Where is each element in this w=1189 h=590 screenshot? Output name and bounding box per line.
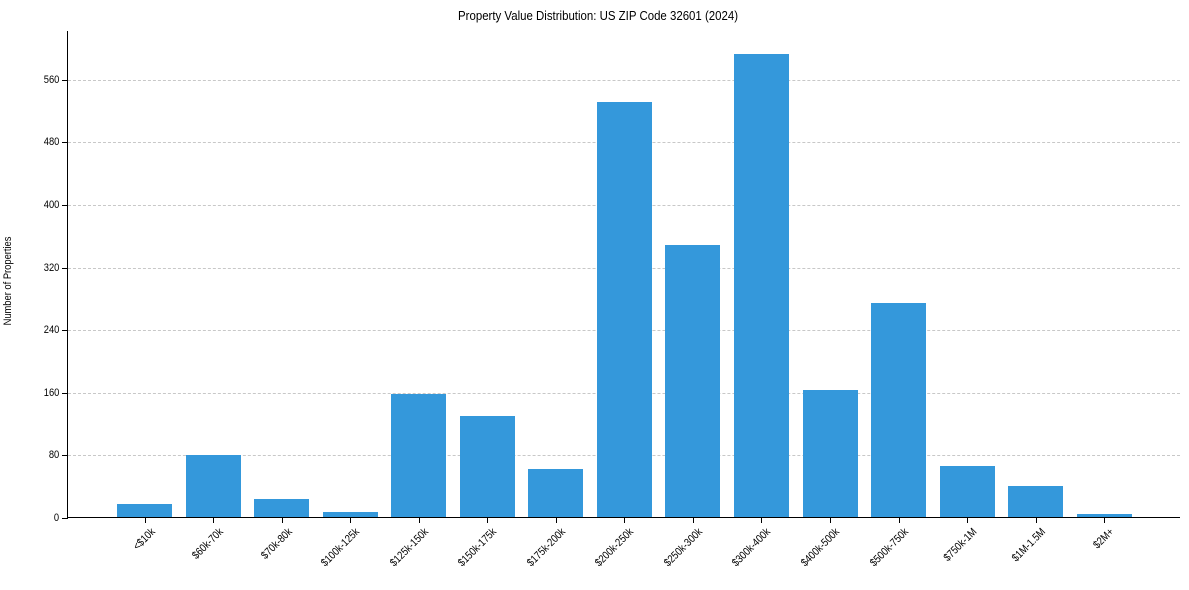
x-tick <box>761 518 762 523</box>
bar <box>1008 485 1064 518</box>
x-tick <box>693 518 694 523</box>
y-tick-label: 160 <box>43 387 59 399</box>
x-tick <box>967 518 968 523</box>
y-tick-label: 320 <box>43 262 59 274</box>
x-tick <box>556 518 557 523</box>
y-tick <box>62 80 67 81</box>
x-tick <box>487 518 488 523</box>
x-tick-label: $125k-150k <box>387 526 431 570</box>
x-axis <box>67 517 1180 518</box>
x-tick <box>1036 518 1037 523</box>
gridline <box>68 80 1180 81</box>
x-tick <box>830 518 831 523</box>
bar <box>1076 514 1132 518</box>
x-tick <box>350 518 351 523</box>
x-tick <box>282 518 283 523</box>
x-tick-label: $60k-70k <box>190 526 226 562</box>
y-axis <box>67 31 68 519</box>
bar <box>254 499 310 518</box>
y-tick <box>62 142 67 143</box>
x-tick-label: $100k-125k <box>319 526 363 570</box>
y-tick-label: 480 <box>43 136 59 148</box>
x-tick-label: $1M-1.5M <box>1009 526 1048 565</box>
bar <box>528 468 584 518</box>
x-tick-label: $200k-250k <box>593 526 637 570</box>
x-tick-label: <$10k <box>130 526 158 553</box>
bar <box>733 53 789 518</box>
bar <box>802 389 858 518</box>
y-tick <box>62 518 67 519</box>
bar <box>596 101 652 518</box>
x-tick-label: $750k-1M <box>941 526 980 564</box>
bar <box>871 302 927 518</box>
x-tick-label: $150k-175k <box>456 526 500 570</box>
bar <box>665 244 721 518</box>
y-tick <box>62 330 67 331</box>
x-tick <box>213 518 214 523</box>
x-tick <box>624 518 625 523</box>
x-tick <box>1104 518 1105 523</box>
y-tick <box>62 393 67 394</box>
x-tick-label: $300k-400k <box>730 526 774 570</box>
y-tick <box>62 205 67 206</box>
bar <box>322 511 378 518</box>
chart-title: Property Value Distribution: US ZIP Code… <box>458 8 739 23</box>
x-tick-label: $70k-80k <box>258 526 295 562</box>
y-tick-label: 240 <box>43 324 59 336</box>
x-tick <box>419 518 420 523</box>
y-axis-label: Number of Properties <box>2 236 14 326</box>
y-tick-label: 80 <box>48 449 59 461</box>
x-tick <box>145 518 146 523</box>
y-tick <box>62 455 67 456</box>
x-tick-label: $500k-750k <box>867 526 911 570</box>
x-tick <box>899 518 900 523</box>
x-tick-label: $400k-500k <box>798 526 842 570</box>
bar <box>117 503 172 518</box>
y-tick-label: 400 <box>43 199 59 211</box>
bar <box>939 466 995 518</box>
x-tick-label: $250k-300k <box>661 526 705 570</box>
y-tick-label: 0 <box>53 512 59 524</box>
y-tick-label: 560 <box>43 74 59 86</box>
bar <box>459 416 515 518</box>
bar <box>391 393 447 518</box>
y-tick <box>62 268 67 269</box>
bar <box>185 455 241 518</box>
x-tick-label: $175k-200k <box>524 526 568 570</box>
x-tick-label: $2M+ <box>1091 526 1117 552</box>
